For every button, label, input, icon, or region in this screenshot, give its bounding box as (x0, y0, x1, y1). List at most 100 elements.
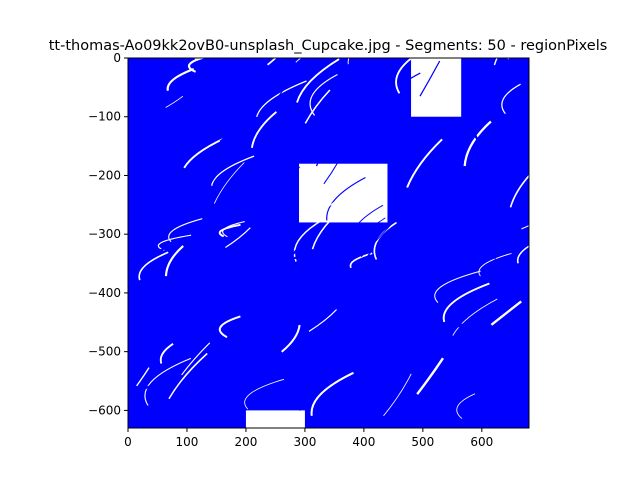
contour-curve (450, 318, 476, 359)
contour-curve (483, 386, 515, 410)
contour-curve (183, 223, 203, 242)
contour-curve (308, 309, 338, 332)
x-tick-label: 0 (124, 435, 132, 449)
y-axis: 0 −100 −200 −300 −400 −500 −600 (88, 51, 128, 417)
contour-curve (419, 60, 441, 97)
contour-curve (129, 69, 173, 94)
contour-curve (399, 281, 444, 326)
contour-curve (244, 323, 268, 354)
contour-curve (502, 348, 529, 374)
y-tick-label: −400 (88, 286, 121, 300)
contour-curve (265, 247, 292, 273)
contour-curve (146, 184, 192, 211)
contour-curve (181, 342, 211, 376)
contour-curve (509, 174, 529, 208)
plot-area (128, 58, 529, 428)
contour-curve (463, 120, 492, 167)
contour-curve (227, 322, 251, 348)
contour-curve (521, 224, 529, 230)
x-tick-label: 400 (352, 435, 375, 449)
contour-curve (321, 246, 342, 266)
contour-curve (220, 308, 248, 333)
contour-curve (222, 264, 247, 289)
contour-curve (239, 163, 262, 187)
contour-curve (254, 72, 284, 101)
contour-curve (324, 76, 340, 93)
contour-curve (442, 282, 490, 323)
contour-curve (138, 239, 185, 268)
contour-curve (490, 300, 522, 326)
contour-curve (326, 176, 366, 221)
contour-curve (429, 369, 459, 401)
contour-curve (166, 67, 195, 91)
contour-curve (474, 111, 502, 142)
contour-curve (321, 120, 347, 151)
contour-curve (443, 405, 461, 425)
contour-curve (295, 58, 302, 63)
x-tick-label: 300 (293, 435, 316, 449)
contour-curve (270, 165, 300, 209)
contour-curve (250, 111, 277, 148)
contour-curve (434, 270, 481, 303)
contour-curve (289, 330, 313, 363)
contour-curve (388, 72, 421, 116)
chart-title: tt-thomas-Ao09kk2ovB0-unsplash_Cupcake.j… (49, 38, 608, 54)
contour-curve (390, 234, 416, 250)
contour-curve (284, 297, 318, 340)
contour-curve (395, 58, 414, 94)
contour-curve (373, 221, 397, 260)
contour-curve (496, 397, 517, 413)
contour-curve (161, 187, 180, 208)
contour-curve (130, 379, 165, 414)
y-tick-label: −200 (88, 168, 121, 182)
contour-curve (323, 184, 357, 211)
contour-curve (144, 357, 192, 406)
contour-curve (478, 252, 512, 277)
contour-curve (309, 73, 338, 116)
contour-curve (429, 319, 475, 354)
contour-curve (198, 175, 216, 206)
contour-curve (267, 58, 277, 66)
contour-curve (516, 245, 529, 264)
contour-curve (218, 315, 241, 339)
contour-curve (295, 378, 320, 400)
plot-frame (127, 57, 530, 429)
contour-curve (351, 264, 373, 285)
contour-curve (360, 64, 391, 84)
contour-curve (128, 177, 154, 225)
contour-curve (289, 230, 317, 258)
contour-curve (211, 155, 255, 186)
contour-curve (223, 387, 249, 410)
contour-curve (199, 158, 229, 186)
contour-curve (523, 59, 529, 65)
gap-region-2 (245, 410, 305, 428)
contour-curve (311, 201, 351, 250)
contour-curve (323, 162, 338, 185)
contour-curve (363, 217, 386, 232)
contour-curve (259, 124, 287, 151)
contour-curve (424, 187, 449, 228)
contour-curve (403, 355, 437, 380)
contour-curve (267, 58, 274, 87)
gap-region-1 (299, 163, 388, 223)
contour-curve (357, 245, 377, 277)
contour-curve (383, 373, 412, 417)
contour-curve (281, 324, 301, 353)
x-tick-label: 100 (176, 435, 199, 449)
x-tick-label: 500 (411, 435, 434, 449)
contour-curve (183, 137, 224, 169)
contour-curve (337, 385, 352, 408)
contour-curve (244, 378, 285, 410)
contour-curve (159, 343, 174, 364)
contour-curve (442, 117, 470, 162)
y-tick-label: −100 (88, 110, 121, 124)
contour-curve (188, 290, 234, 321)
contour-curve (218, 223, 241, 238)
white-gaps-layer (245, 58, 462, 428)
contour-curve (452, 298, 498, 336)
contour-curve (168, 352, 208, 400)
contour-curve (219, 114, 250, 143)
contour-curve (225, 227, 251, 248)
contour-curve (347, 58, 350, 65)
